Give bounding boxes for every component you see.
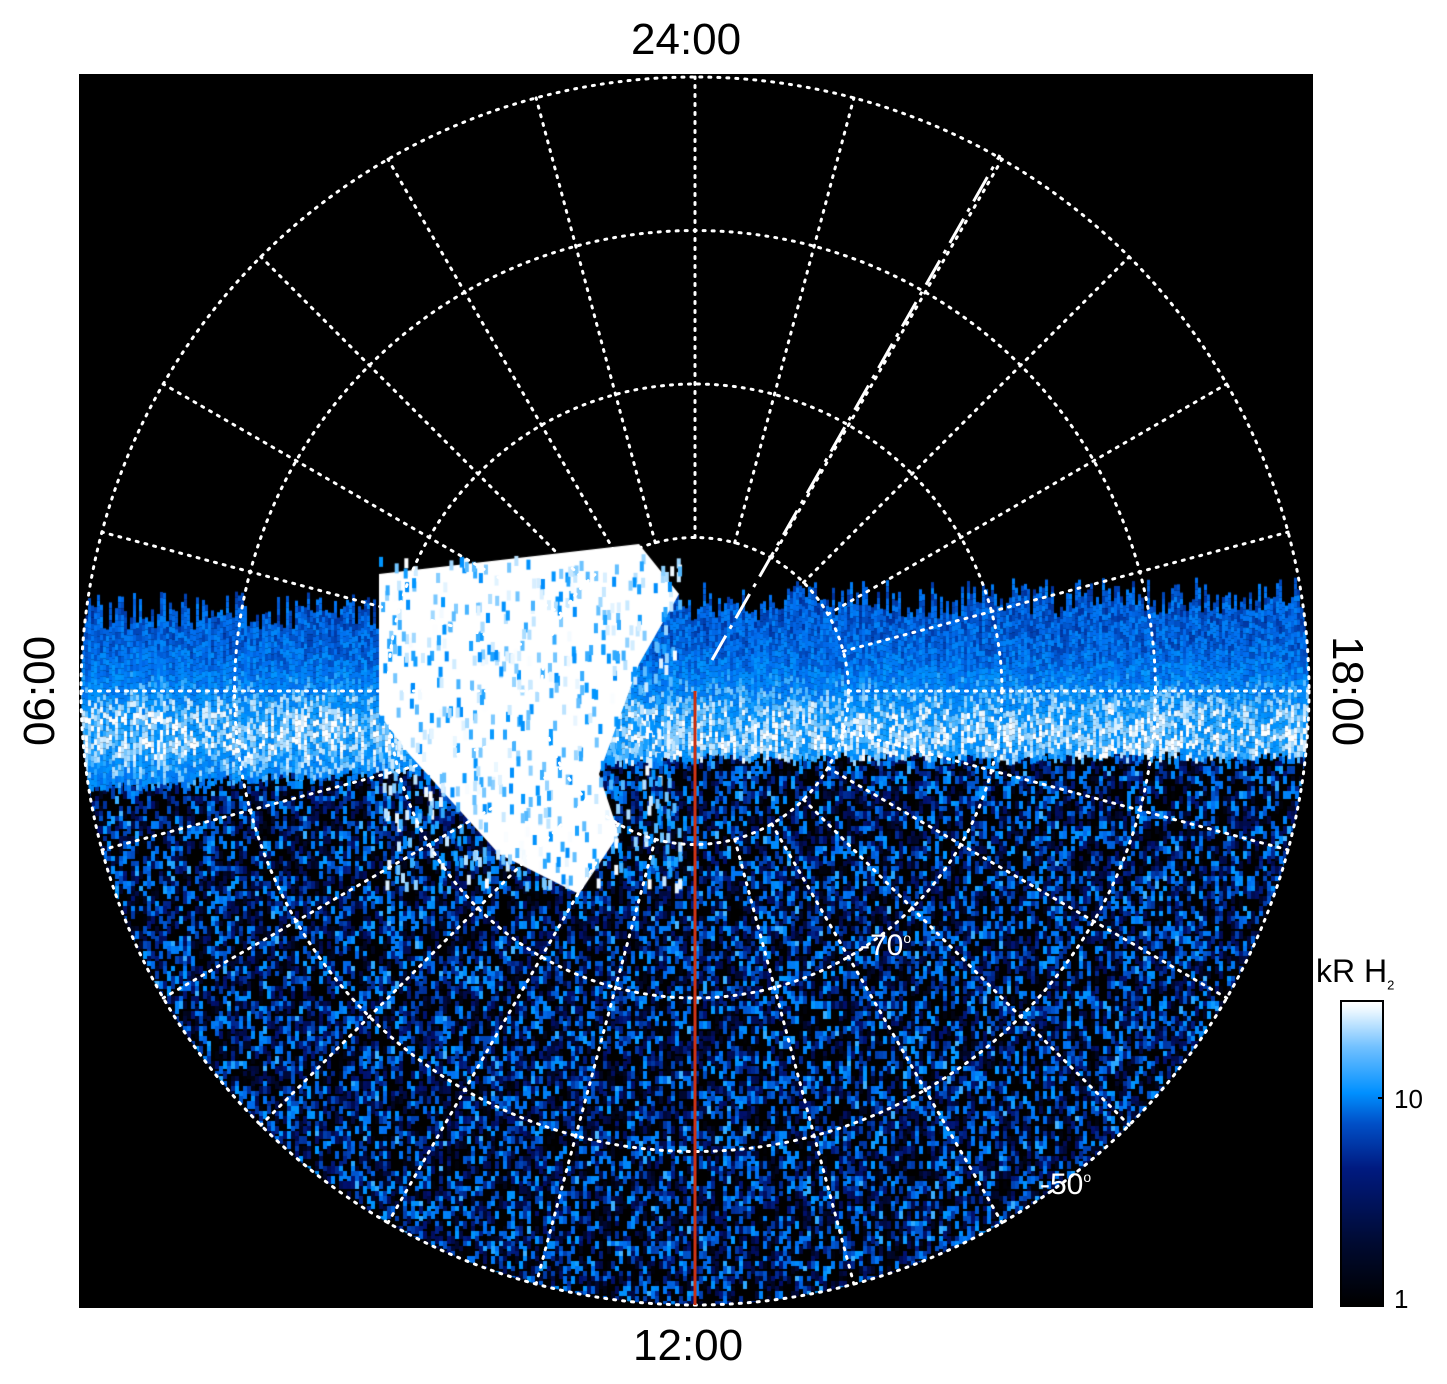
local-time-meridian <box>841 729 1290 852</box>
colorbar-tick-label-1: 1 <box>1394 1284 1409 1314</box>
local-time-meridian <box>802 798 1131 1127</box>
polar-grid <box>79 75 1311 1307</box>
local-time-meridian <box>802 255 1131 584</box>
local-time-meridian <box>100 530 549 653</box>
colorbar-tick-label-10: 10 <box>1394 1084 1423 1114</box>
colorbar <box>1340 1000 1384 1307</box>
polar-plot <box>79 74 1313 1308</box>
local-time-meridian <box>100 729 549 852</box>
local-time-meridian <box>259 255 588 584</box>
colorbar-tick <box>1378 1097 1384 1099</box>
local-time-meridian <box>841 530 1290 653</box>
local-time-meridian <box>534 837 657 1286</box>
local-time-meridian <box>733 837 856 1286</box>
local-time-label-bottom: 12:00 <box>633 1321 744 1370</box>
local-time-meridian <box>259 798 588 1127</box>
local-time-label-left: 06:00 <box>15 635 64 747</box>
local-time-label-right: 18:00 <box>1323 635 1372 747</box>
local-time-meridian <box>733 96 856 545</box>
latitude-label-50: -50o <box>1040 1168 1092 1201</box>
latitude-label-70: -70o <box>860 929 912 962</box>
local-time-label-top: 24:00 <box>631 15 742 64</box>
local-time-meridian <box>534 96 657 545</box>
dashed-reference-line <box>710 154 1002 661</box>
colorbar-title: kR H2 <box>1316 953 1395 993</box>
